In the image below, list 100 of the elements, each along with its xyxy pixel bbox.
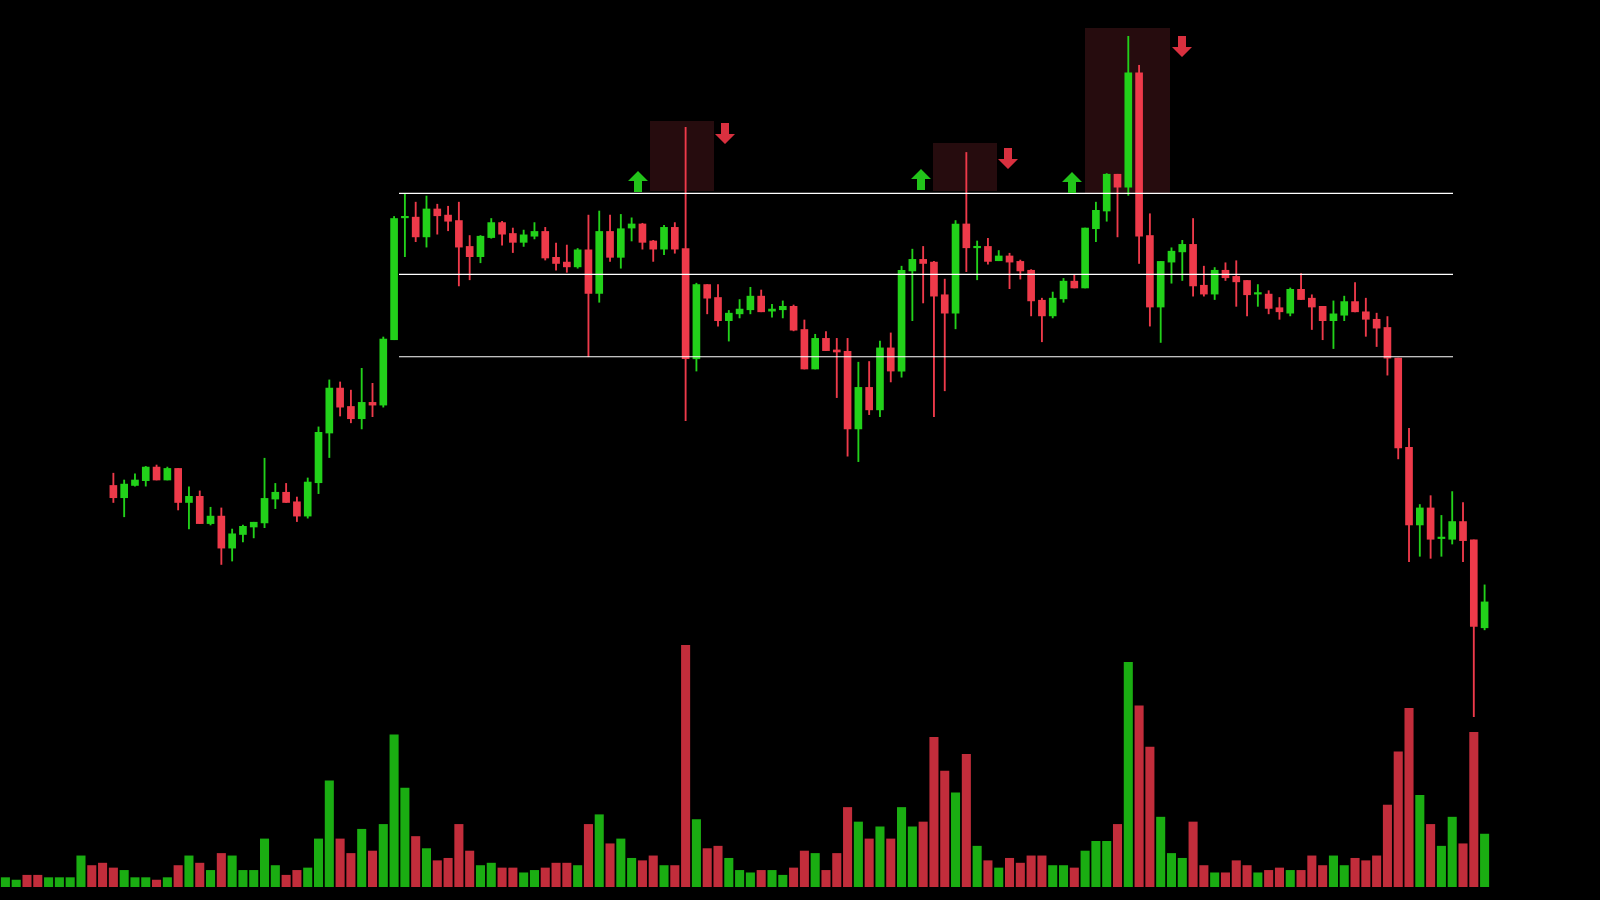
- bar: [1415, 795, 1425, 887]
- bar: [670, 865, 680, 887]
- bar: [994, 867, 1004, 887]
- bar: [1480, 833, 1490, 887]
- bar: [1264, 870, 1274, 887]
- bar: [864, 838, 874, 887]
- bar: [1210, 872, 1220, 887]
- bar: [1112, 824, 1123, 887]
- bar: [940, 770, 950, 887]
- bar: [605, 843, 615, 887]
- bar: [54, 877, 64, 887]
- bar: [44, 877, 54, 887]
- bar: [1058, 865, 1069, 887]
- bar: [1318, 865, 1328, 887]
- bar: [691, 819, 701, 887]
- bar: [1339, 865, 1349, 887]
- bar: [357, 828, 367, 887]
- bar: [303, 867, 313, 887]
- candlestick: [973, 240, 981, 281]
- bar: [1102, 841, 1112, 887]
- candlestick: [401, 192, 409, 257]
- bar: [810, 853, 820, 887]
- bar: [1177, 857, 1187, 887]
- bar: [627, 857, 637, 887]
- bar: [270, 865, 280, 887]
- bar: [1015, 862, 1025, 887]
- bar: [195, 862, 205, 887]
- bar: [1436, 845, 1446, 887]
- bar: [162, 877, 172, 887]
- bar: [1253, 872, 1263, 887]
- bar: [745, 872, 755, 887]
- bar: [1426, 824, 1436, 887]
- bar: [951, 792, 961, 887]
- candlestick: [185, 486, 193, 530]
- bar: [843, 807, 853, 887]
- bar: [432, 860, 442, 887]
- bar: [1004, 857, 1015, 887]
- bar: [573, 865, 583, 887]
- bar: [486, 862, 496, 887]
- bar: [583, 824, 593, 887]
- bar: [1242, 865, 1252, 887]
- bar: [324, 780, 334, 887]
- bar: [259, 838, 270, 887]
- bar: [411, 836, 421, 887]
- bar: [1231, 860, 1241, 887]
- bar: [421, 848, 432, 887]
- bar: [735, 870, 745, 887]
- bar: [1048, 865, 1058, 887]
- bar: [637, 860, 647, 887]
- bar: [465, 850, 475, 887]
- bar: [724, 857, 734, 887]
- bar: [378, 824, 388, 887]
- bar: [1447, 816, 1457, 887]
- bar: [108, 867, 118, 887]
- bar: [475, 865, 486, 887]
- bar: [529, 870, 539, 887]
- bar: [1156, 816, 1166, 887]
- bar: [659, 865, 669, 887]
- bar: [789, 867, 799, 887]
- candlestick: [1232, 260, 1241, 307]
- bar: [206, 870, 216, 887]
- bar: [1220, 872, 1231, 887]
- bar: [141, 877, 151, 887]
- bar: [0, 877, 10, 887]
- bar: [1123, 661, 1133, 887]
- bar: [1166, 853, 1177, 887]
- bar: [681, 645, 691, 887]
- bar: [1328, 855, 1338, 887]
- bar: [972, 845, 982, 887]
- bar: [897, 807, 907, 887]
- bar: [961, 753, 971, 887]
- bar: [1372, 855, 1382, 887]
- bar: [519, 872, 529, 887]
- bar: [184, 855, 194, 887]
- bar: [1285, 870, 1295, 887]
- bar: [1069, 867, 1079, 887]
- bar: [540, 867, 550, 887]
- bar: [87, 865, 97, 887]
- bar: [98, 862, 108, 887]
- bar: [648, 855, 658, 887]
- bar: [367, 850, 378, 887]
- bar: [875, 826, 885, 887]
- bar: [907, 826, 917, 887]
- bar: [799, 850, 809, 887]
- bar: [173, 865, 183, 887]
- candlestick: [919, 246, 927, 304]
- bar: [152, 879, 162, 887]
- candlestick: [1254, 284, 1262, 307]
- bar: [313, 838, 324, 887]
- bar: [216, 853, 226, 887]
- bar: [11, 879, 21, 887]
- bar: [1274, 867, 1284, 887]
- bar: [249, 870, 259, 887]
- bar: [594, 814, 604, 887]
- bar: [886, 838, 896, 887]
- bar: [983, 860, 993, 887]
- bar: [853, 821, 863, 887]
- bar: [1382, 804, 1392, 887]
- bar: [756, 870, 766, 887]
- bar: [616, 838, 626, 887]
